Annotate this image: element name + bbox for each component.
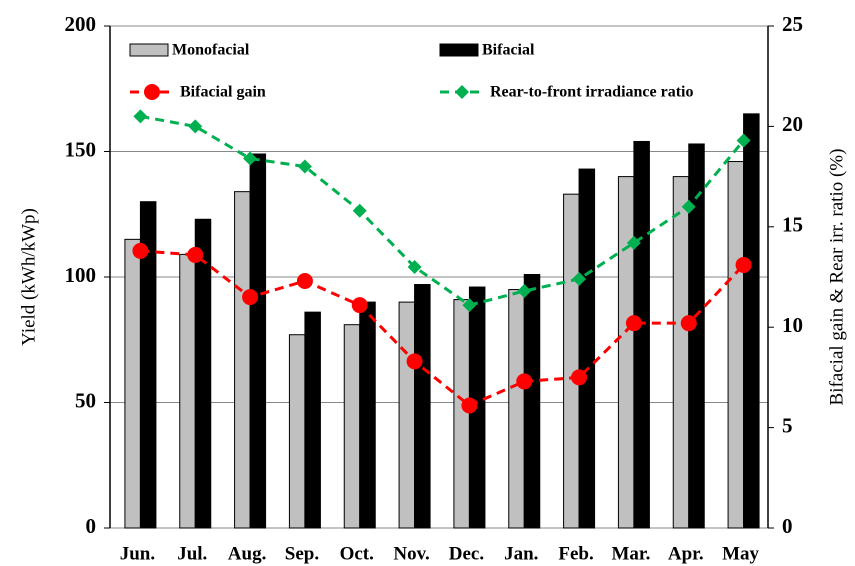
marker — [517, 284, 532, 299]
legend-swatch — [439, 43, 479, 57]
bar — [139, 201, 157, 529]
y2-tick-label: 10 — [782, 313, 803, 337]
bar — [688, 143, 705, 529]
x-tick-label: Mar. — [611, 543, 650, 564]
marker — [188, 119, 203, 134]
x-tick-label: Jul. — [177, 543, 207, 564]
marker — [406, 353, 423, 370]
marker — [680, 315, 697, 332]
bar — [234, 191, 251, 529]
marker — [735, 256, 752, 273]
bar — [453, 299, 470, 529]
bar — [563, 193, 580, 529]
y-tick-label: 0 — [86, 514, 97, 538]
marker — [626, 235, 641, 250]
bar — [633, 140, 650, 529]
bar — [179, 253, 196, 529]
bar — [727, 161, 745, 529]
bar — [743, 113, 760, 529]
marker — [516, 373, 533, 390]
marker — [572, 272, 587, 287]
x-tick-label: May — [722, 543, 759, 564]
y-tick-label: 150 — [65, 137, 97, 161]
legend-label: Rear-to-front irradiance ratio — [490, 84, 693, 101]
marker — [462, 298, 477, 313]
y2-tick-label: 25 — [782, 12, 803, 36]
x-tick-label: Apr. — [668, 543, 704, 564]
y-tick-label: 50 — [75, 388, 96, 412]
bar — [288, 334, 306, 529]
marker — [242, 289, 259, 306]
marker — [296, 273, 313, 290]
legend-label: Monofacial — [172, 42, 250, 59]
x-tick-label: Feb. — [558, 543, 593, 564]
legend-label: Bifacial gain — [180, 84, 266, 101]
bar — [398, 301, 416, 529]
marker — [736, 133, 751, 148]
x-tick-label: Aug. — [228, 543, 267, 564]
legend-marker — [455, 85, 469, 99]
x-tick-label: Jun. — [120, 543, 155, 564]
marker — [133, 109, 148, 124]
y2-axis-label: Bifacial gain & Rear irr. ratio (%) — [826, 149, 847, 406]
y2-tick-label: 20 — [782, 112, 803, 136]
marker — [625, 315, 642, 332]
legend-marker — [144, 84, 160, 100]
bar — [343, 324, 361, 529]
bar — [359, 301, 376, 529]
bar — [304, 311, 321, 529]
marker — [461, 397, 478, 414]
y-axis-label: Yield (kWh/kWp) — [18, 208, 39, 346]
y2-tick-label: 0 — [782, 514, 793, 538]
bar — [523, 273, 541, 529]
line — [140, 249, 745, 408]
line — [140, 114, 745, 307]
bar — [508, 289, 525, 529]
legend-swatch — [129, 43, 169, 57]
bar — [617, 176, 635, 529]
marker — [352, 203, 367, 218]
bar — [194, 218, 212, 529]
bar — [672, 176, 690, 529]
y2-tick-label: 15 — [782, 213, 803, 237]
bar — [414, 284, 431, 529]
bar — [578, 168, 596, 529]
x-tick-label: Jan. — [504, 543, 538, 564]
legend-label: Bifacial — [482, 42, 535, 59]
marker — [132, 242, 149, 259]
marker — [681, 199, 696, 214]
marker — [407, 259, 422, 274]
marker — [351, 297, 368, 314]
marker — [187, 246, 204, 263]
marker — [297, 159, 312, 174]
x-tick-label: Nov. — [393, 543, 429, 564]
bar — [249, 153, 267, 529]
x-tick-label: Sep. — [285, 543, 319, 564]
y-tick-label: 200 — [65, 12, 97, 36]
bar — [124, 238, 141, 529]
marker — [571, 369, 588, 386]
y2-tick-label: 5 — [782, 413, 793, 437]
y-tick-label: 100 — [65, 263, 97, 287]
x-tick-label: Oct. — [340, 543, 374, 564]
x-tick-label: Dec. — [449, 543, 484, 564]
marker — [243, 151, 258, 166]
